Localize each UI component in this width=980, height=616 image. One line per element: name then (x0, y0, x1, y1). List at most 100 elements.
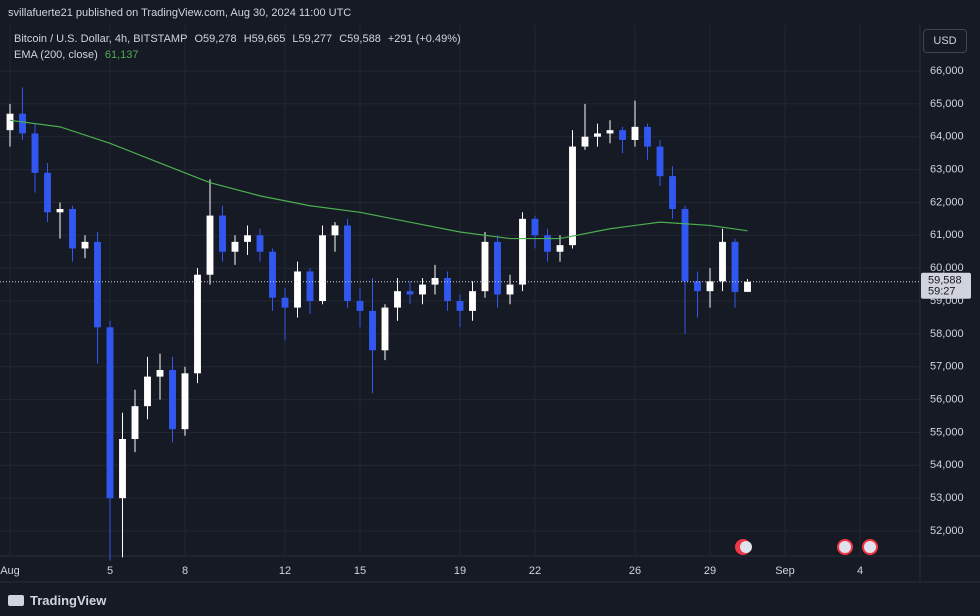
candle-body (369, 310, 376, 351)
candle-body (406, 291, 414, 295)
candle-body (194, 274, 201, 374)
ohlc-high: H59,665 (243, 33, 286, 45)
y-tick-label: 63,000 (930, 163, 964, 175)
candle-body (719, 241, 726, 282)
candle-body (481, 241, 489, 292)
candle-body (356, 301, 364, 311)
candle-body (731, 241, 739, 292)
x-tick-label: 22 (529, 565, 541, 577)
candle-body (344, 225, 351, 302)
x-tick-label: Aug (0, 565, 20, 577)
candle-body (331, 225, 339, 236)
candle-body (294, 271, 301, 308)
candle-body (219, 215, 226, 252)
candle-body (269, 251, 276, 298)
x-tick-label: Sep (775, 565, 795, 577)
candle-body (506, 284, 514, 295)
candle-body (44, 172, 51, 213)
candle-body (319, 235, 326, 302)
candle-body (94, 241, 101, 328)
y-tick-label: 52,000 (930, 525, 964, 537)
candle-body (281, 297, 289, 308)
candle-body (106, 327, 114, 499)
candle-body (469, 291, 476, 311)
candle-body (531, 218, 539, 236)
x-tick-label: 15 (354, 565, 366, 577)
y-tick-label: 66,000 (930, 65, 964, 77)
candle-body (619, 130, 626, 141)
candle-body (519, 218, 526, 285)
candle-body (644, 126, 651, 147)
candle-body (181, 373, 189, 430)
logo (8, 595, 24, 606)
candle-body (69, 209, 76, 249)
ema-value: 61,137 (104, 49, 139, 61)
candle-body (6, 113, 14, 131)
candle-body (231, 241, 239, 252)
candle-body (456, 301, 464, 311)
event-flags (735, 539, 878, 555)
x-tick-label: 8 (182, 565, 188, 577)
candle-body (206, 215, 214, 275)
candle-body (131, 406, 139, 440)
candle-body (244, 235, 251, 242)
candle-body (419, 284, 426, 295)
x-tick-label: 12 (279, 565, 291, 577)
price-tag-label: 59,588 (928, 275, 962, 287)
candle-body (494, 241, 501, 295)
candle-body (631, 126, 639, 141)
candle-body (581, 136, 589, 147)
y-tick-label: 54,000 (930, 459, 964, 471)
candle-body (381, 307, 389, 351)
candle-body (19, 113, 26, 134)
y-tick-label: 56,000 (930, 393, 964, 405)
x-tick-label: 4 (857, 565, 863, 577)
candle-body (569, 146, 576, 246)
x-tick-label: 19 (454, 565, 466, 577)
y-tick-label: 64,000 (930, 131, 964, 143)
candle-body (169, 370, 176, 430)
symbol: Bitcoin / U.S. Dollar, 4h, BITSTAMP (14, 33, 188, 45)
ema-line (9, 119, 748, 240)
countdown: 59:27 (928, 286, 956, 298)
candle-body (156, 370, 164, 377)
y-tick-label: 65,000 (930, 98, 964, 110)
candle-body (594, 133, 601, 137)
x-tick-label: 5 (107, 565, 113, 577)
footer-brand: TradingView (30, 593, 107, 608)
price-tag (921, 272, 971, 299)
candle-body (744, 281, 751, 292)
ema-name: EMA (200, close) (14, 49, 98, 61)
ohlc-low: L59,277 (292, 33, 333, 45)
x-tick-label: 29 (704, 565, 716, 577)
y-tick-label: 60,000 (930, 262, 964, 274)
y-tick-label: 61,000 (930, 229, 964, 241)
candle-body (144, 376, 151, 407)
y-tick-label: 62,000 (930, 196, 964, 208)
candle-body (681, 209, 689, 282)
candle-body (694, 281, 701, 292)
candle-body (306, 271, 314, 302)
indicator-row: EMA (200, close) 61,137 (14, 49, 142, 61)
currency-button[interactable]: USD (923, 29, 967, 53)
candle-body (706, 281, 714, 292)
candle-body (669, 176, 676, 210)
y-tick-label: 57,000 (930, 361, 964, 373)
candle-body (544, 235, 551, 252)
candle-body (394, 291, 401, 308)
ohlc-open: O59,278 (194, 33, 237, 45)
candle-body (31, 133, 39, 173)
publisher: svillafuerte21 published on TradingView.… (8, 7, 352, 19)
y-tick-label: 55,000 (930, 426, 964, 438)
y-tick-label: 58,000 (930, 328, 964, 340)
legend-row: Bitcoin / U.S. Dollar, 4h, BITSTAMP O59,… (14, 33, 465, 45)
candle-body (606, 130, 614, 134)
candle-body (119, 439, 126, 499)
x-tick-label: 26 (629, 565, 641, 577)
candle-body (556, 245, 564, 252)
y-tick-label: 53,000 (930, 492, 964, 504)
candle-body (444, 278, 451, 302)
candle-body (256, 235, 264, 252)
